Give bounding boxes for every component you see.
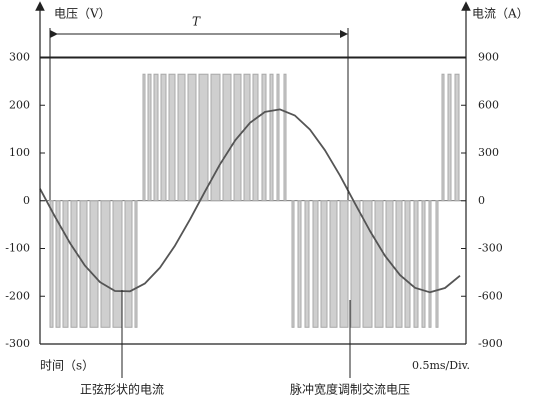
pwm-pulse	[320, 200, 328, 328]
y-tick-label: 0	[23, 194, 30, 207]
y-tick-label: -100	[5, 242, 30, 255]
pwm-pulse	[312, 200, 319, 328]
pwm-pulse	[55, 200, 61, 328]
pwm-pulse	[177, 73, 186, 202]
pwm-pulse	[447, 73, 452, 202]
pwm-pulse	[49, 200, 54, 328]
pwm-pulse	[252, 73, 259, 202]
pwm-pulse	[168, 73, 176, 202]
pwm-pulse	[395, 200, 403, 328]
pwm-pulse	[198, 73, 209, 202]
pwm-pulse	[421, 200, 426, 328]
y2-tick-label: 900	[478, 51, 499, 64]
pwm-pulse	[100, 200, 111, 328]
pwm-pulse	[339, 200, 349, 328]
pwm-pulse	[276, 73, 280, 202]
pwm-pulse	[187, 73, 197, 202]
pwm-pulse	[269, 73, 274, 202]
x-axis-title: 时间（s）	[40, 359, 94, 373]
pwm-pulse	[304, 200, 310, 328]
pwm-pulse	[374, 200, 384, 328]
y-tick-label: 200	[9, 98, 30, 111]
pwm-pulse	[147, 73, 152, 202]
y-tick-label: -300	[5, 337, 30, 350]
pwm-pulse	[441, 73, 445, 202]
y2-tick-label: -300	[478, 242, 503, 255]
pwm-pulse	[283, 73, 287, 202]
pwm-pulse	[435, 200, 439, 328]
pwm-pulse	[329, 200, 338, 328]
pwm-pulse	[404, 200, 411, 328]
pwm-pulse	[134, 200, 138, 328]
pwm-pulse	[222, 73, 232, 202]
pwm-pulse	[210, 73, 221, 202]
pwm-pulse	[89, 200, 99, 328]
pwm-pulse	[124, 200, 133, 328]
y2-axis-title: 电流（A）	[472, 7, 529, 21]
y-axis-title: 电压（V）	[54, 7, 111, 21]
period-label: T	[192, 15, 201, 29]
y-tick-label: 300	[9, 51, 30, 64]
pwm-pulse	[153, 73, 159, 202]
pwm-pulse	[160, 73, 167, 202]
pwm-pulse	[62, 200, 69, 328]
pwm-pulse	[112, 200, 123, 328]
y-tick-label: 100	[9, 146, 30, 159]
annotation: 正弦形状的电流	[80, 382, 164, 397]
pwm-pulse	[297, 200, 302, 328]
pwm-pulse	[70, 200, 78, 328]
pwm-pulse	[291, 200, 295, 328]
pwm-pulse	[350, 200, 361, 328]
pwm-pulse	[454, 73, 460, 202]
pwm-pulse	[413, 200, 419, 328]
scale-note: 0.5ms/Div.	[412, 359, 470, 372]
y2-tick-label: 600	[478, 98, 499, 111]
plot-area	[39, 56, 466, 328]
y2-tick-label: -900	[478, 337, 503, 350]
pwm-pulse	[142, 73, 146, 202]
y-tick-label: -200	[5, 289, 30, 302]
y2-tick-label: 300	[478, 146, 499, 159]
pwm-pulse	[362, 200, 373, 328]
current-line	[39, 108, 461, 294]
y2-tick-label: -600	[478, 289, 503, 302]
annotation: 脉冲宽度调制交流电压	[290, 382, 410, 397]
pwm-pulse	[385, 200, 394, 328]
y2-tick-label: 0	[478, 194, 485, 207]
pwm-pulse	[243, 73, 251, 202]
pwm-pulse	[261, 73, 267, 202]
pwm-pulse	[428, 200, 432, 328]
